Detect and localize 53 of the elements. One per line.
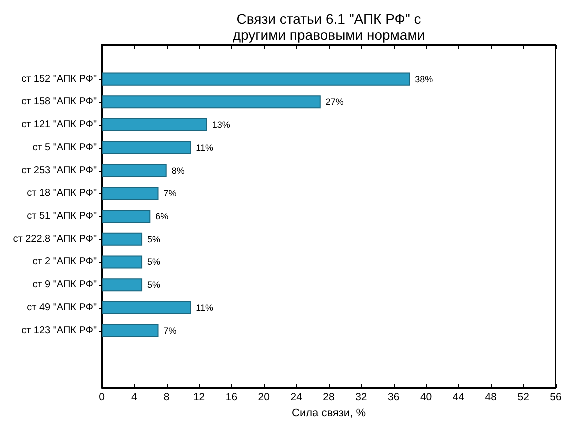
data-label: 7% xyxy=(164,326,177,336)
data-label: 5% xyxy=(148,257,161,268)
y-tick-label: ст 121 "АПК РФ" xyxy=(22,120,98,131)
bar xyxy=(102,72,410,86)
x-tick-label: 48 xyxy=(485,392,498,404)
data-label: 7% xyxy=(164,188,177,199)
y-tick-label: ст 9 "АПК РФ" xyxy=(32,280,98,291)
x-tick-label: 44 xyxy=(452,392,465,404)
y-tick-label: ст 158 "АПК РФ" xyxy=(22,96,98,108)
bar xyxy=(102,210,151,224)
y-tick-label: ст 253 "АПК РФ" xyxy=(22,165,98,176)
y-tick-label: ст 51 "АПК РФ" xyxy=(27,211,98,222)
data-label: 8% xyxy=(172,166,185,176)
data-label: 11% xyxy=(196,302,214,313)
data-label: 6% xyxy=(156,212,169,222)
data-label: 11% xyxy=(196,142,214,153)
data-label: 27% xyxy=(326,97,344,108)
bar xyxy=(102,187,159,200)
chart-title: Связи статьи 6.1 "АПК РФ" с другими правовыми нормами xyxy=(232,11,426,43)
data-label: 38% xyxy=(415,74,434,84)
y-tick-label: ст 5 "АПК РФ" xyxy=(32,142,98,154)
x-tick-label: 24 xyxy=(290,392,303,404)
x-tick-label: 56 xyxy=(550,392,562,404)
x-tick-label: 52 xyxy=(518,392,530,404)
x-tick-label: 28 xyxy=(323,392,335,404)
x-tick-label: 40 xyxy=(420,392,432,404)
y-tick-label: ст 222.8 "АПК РФ" xyxy=(13,234,98,245)
y-tick-label: ст 123 "АПК РФ" xyxy=(22,325,98,336)
bar xyxy=(102,164,167,178)
bar xyxy=(102,96,321,109)
bar xyxy=(102,278,143,292)
y-tick-label: ст 49 "АПК РФ" xyxy=(27,302,98,314)
data-label: 5% xyxy=(148,234,161,244)
bar xyxy=(102,301,192,314)
data-label: 5% xyxy=(148,280,161,290)
bar xyxy=(102,324,159,338)
y-tick-label: ст 152 "АПК РФ" xyxy=(22,74,98,85)
x-tick-label: 4 xyxy=(132,392,138,404)
bar xyxy=(102,118,208,132)
x-tick-label: 32 xyxy=(356,392,368,404)
data-label: 13% xyxy=(212,120,230,130)
x-tick-label: 20 xyxy=(258,392,270,404)
x-tick-label: 16 xyxy=(226,392,238,404)
x-tick-label: 0 xyxy=(99,392,106,404)
x-tick-label: 36 xyxy=(388,392,400,404)
y-tick-label: ст 2 "АПК РФ" xyxy=(32,256,98,268)
bar xyxy=(102,256,143,269)
x-tick-label: 12 xyxy=(193,392,206,404)
bar xyxy=(102,232,143,246)
x-axis-title: Сила связи, % xyxy=(292,408,366,420)
x-tick-label: 8 xyxy=(164,392,170,404)
bar xyxy=(102,141,192,154)
y-tick-label: ст 18 "АПК РФ" xyxy=(27,188,98,200)
